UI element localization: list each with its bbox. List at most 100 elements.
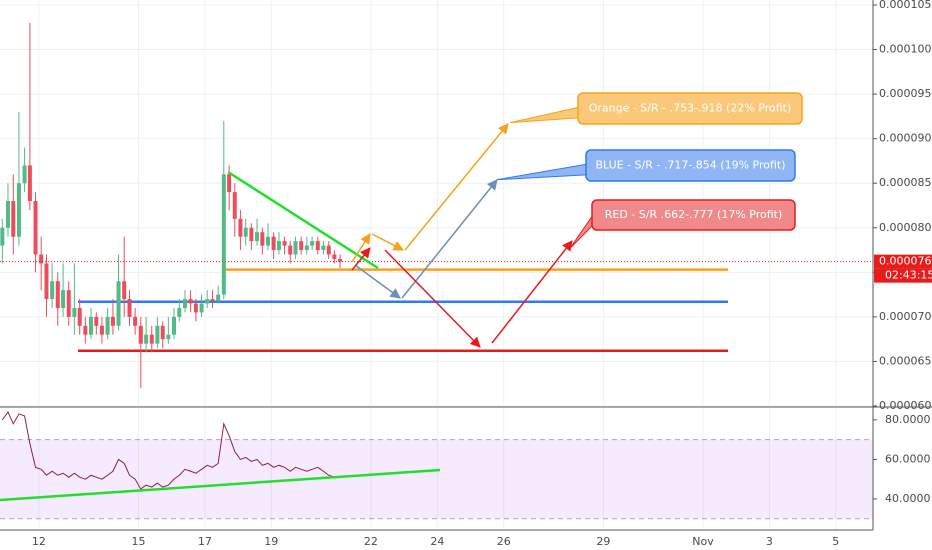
x-tick-label: 5 (832, 535, 839, 548)
candle-body (16, 183, 21, 237)
candle-body (27, 165, 32, 202)
candle-body (110, 316, 115, 326)
grid (0, 0, 873, 530)
candle-body (50, 281, 55, 300)
candle-body (315, 241, 320, 251)
x-tick-label: Nov (692, 535, 714, 548)
x-tick-label: 17 (198, 535, 212, 548)
last-price-box (874, 254, 932, 269)
rsi-tick-label: 40.0000 (885, 492, 931, 505)
candle-body (232, 192, 237, 219)
candle-body (116, 281, 121, 326)
candle-body (127, 299, 132, 317)
x-tick-label: 19 (264, 535, 278, 548)
arrow (384, 249, 481, 348)
x-tick-label: 26 (497, 535, 511, 548)
candle-body (193, 303, 198, 313)
callout-cover (593, 212, 597, 226)
candle-body (288, 245, 293, 255)
candle-body (205, 299, 210, 304)
candle-body (299, 241, 304, 251)
candle-body (182, 299, 187, 308)
countdown: 02:43:15 (885, 269, 932, 282)
marks (0, 22, 873, 490)
y-tick-label: 0.0000600 (879, 399, 932, 412)
candle-body (304, 245, 309, 251)
arrow (401, 179, 498, 299)
candle-body (326, 245, 331, 255)
candle-body (138, 325, 143, 344)
candle-body (133, 316, 138, 326)
callout-box (591, 199, 796, 231)
candle-body (122, 281, 127, 300)
trend-line (227, 170, 379, 270)
callout-text: RED - S/R .662-.777 (17% Profit) (605, 208, 783, 221)
candle-body (338, 258, 343, 262)
candle-body (276, 241, 281, 251)
rsi-tick-label: 60.0000 (885, 452, 931, 465)
candle-body (310, 241, 315, 246)
candle-body (265, 236, 270, 246)
candle-body (0, 227, 5, 246)
candle-body (332, 254, 337, 259)
candle-body (238, 218, 243, 237)
candle-body (216, 294, 221, 301)
drawings (0, 123, 573, 502)
candle-body (249, 227, 254, 242)
candle-body (22, 165, 27, 184)
candle-body (221, 174, 226, 295)
callout-pointer (496, 163, 589, 181)
arrow (491, 240, 573, 344)
candle-body (72, 307, 77, 317)
arrow (354, 264, 401, 299)
candle-body (33, 201, 38, 255)
x-tick-label: 3 (766, 535, 773, 548)
candle-body (105, 316, 110, 335)
candle-body (282, 241, 287, 246)
candle-body (321, 245, 326, 251)
callout-text: Orange - S/R - .753-.918 (22% Profit) (589, 102, 792, 115)
candle-body (199, 303, 204, 313)
candle-body (144, 334, 149, 344)
x-tick-label: 15 (131, 535, 145, 548)
candle-body (271, 236, 276, 251)
candle-body (160, 325, 165, 340)
candle-body (66, 290, 71, 317)
x-tick-label: 24 (430, 535, 444, 548)
rsi-band (0, 439, 873, 519)
callout-cover (579, 105, 583, 120)
callout-pointer (569, 211, 595, 249)
candle-body (77, 307, 82, 326)
callout-pointer (509, 106, 581, 124)
candle-body (11, 201, 16, 237)
candle-body (177, 307, 182, 317)
callout-text: BLUE - S/R - .717-.854 (19% Profit) (595, 159, 785, 172)
x-tick-label: 22 (364, 535, 378, 548)
arrow (404, 123, 509, 251)
x-tick-label: 12 (32, 535, 46, 548)
candle-body (255, 232, 260, 242)
candle-body (188, 299, 193, 304)
candle-body (149, 334, 154, 344)
candle-body (293, 241, 298, 255)
callout-box (585, 149, 796, 182)
candle-body (55, 281, 60, 308)
x-tick-label: 29 (596, 535, 610, 548)
rsi-line (1, 410, 341, 490)
rsi-tick-label: 80.0000 (885, 413, 931, 426)
candle-body (61, 290, 66, 308)
candle-body (166, 334, 171, 340)
candle-body (260, 232, 265, 246)
candle-body (227, 174, 232, 193)
candle-body (88, 316, 93, 335)
candle-body (243, 227, 248, 237)
